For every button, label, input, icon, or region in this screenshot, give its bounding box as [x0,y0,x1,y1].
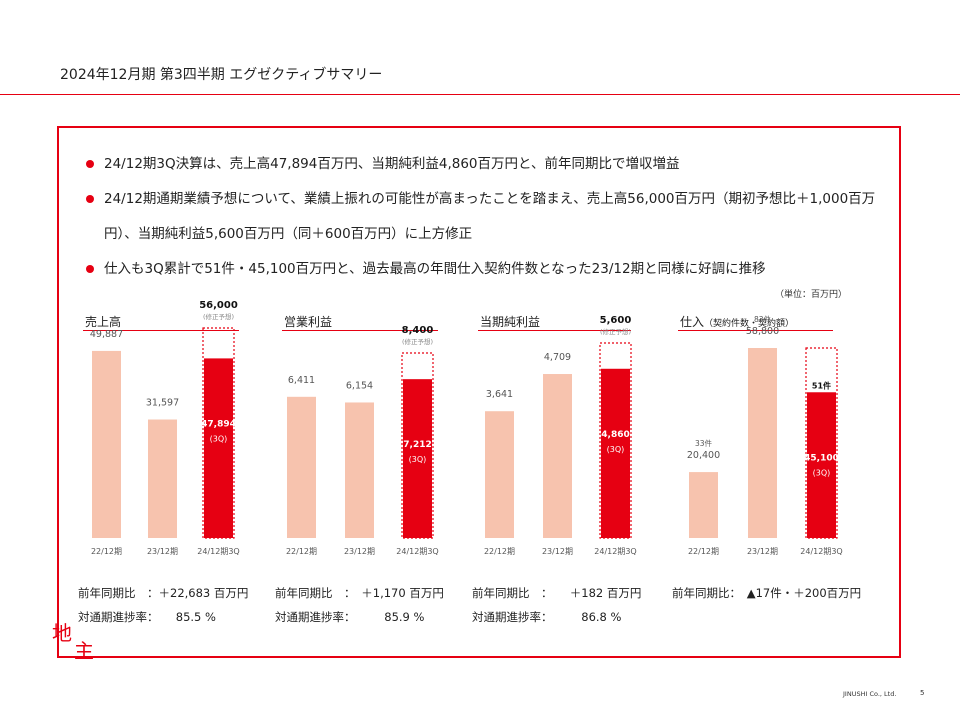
chart-title-rule [678,330,833,331]
chart-title-purchases: 仕入（契約件数・契約額） [680,313,794,330]
page-number: 5 [920,689,925,697]
category-label: 23/12期 [542,547,573,556]
bar-count-label: 83件 [754,314,772,324]
chart-title-text: 当期純利益 [480,315,541,329]
category-label: 23/12期 [147,547,178,556]
bullet-text: 24/12期3Q決算は、売上高47,894百万円、当期純利益4,860百万円と、… [104,156,680,172]
yoy-note-net: 前年同期比 ： ＋182 百万円 [472,586,642,600]
title-divider [0,94,960,95]
bullet-item: 24/12期通期業績予想について、業績上振れの可能性が高まったことを踏まえ、売上… [86,182,886,252]
bar-value-label: 47,894 [201,419,236,429]
chart-title-operating-income: 営業利益 [284,313,332,330]
forecast-value-label: 56,000 [199,300,238,311]
bar-value-label: 3,641 [486,389,513,400]
category-label: 22/12期 [484,547,515,556]
category-label: 22/12期 [91,547,122,556]
bullet-dot-icon [86,160,94,168]
forecast-note-label: (修正予想) [402,337,433,346]
category-label: 24/12期3Q [594,547,636,556]
category-label: 24/12期3Q [800,547,842,556]
forecast-value-label: 8,400 [402,325,434,336]
bar [485,411,514,538]
bar [748,348,777,538]
bar-value-label: 4,860 [601,430,629,440]
logo-char-1: 地 [52,621,72,645]
chart-title-rule [83,330,239,331]
chart-title-rule [478,330,631,331]
bar [601,368,630,538]
progress-note-net: 対通期進捗率： 86.8 % [472,610,622,624]
yoy-note-purchases: 前年同期比： ▲17件・＋200百万円 [672,586,862,600]
category-label: 24/12期3Q [396,547,438,556]
bullet-text: 24/12期通期業績予想について、業績上振れの可能性が高まったことを踏まえ、売上… [104,191,876,242]
bar-value-label: 6,411 [288,375,315,386]
logo-char-2: 主 [74,639,94,660]
bar [807,392,836,538]
chart-title-rule [282,330,438,331]
bullet-item: 仕入も3Q累計で51件・45,100百万円と、過去最高の年間仕入契約件数となった… [86,252,886,287]
category-label: 22/12期 [688,547,719,556]
bar-sublabel: (3Q) [409,455,427,464]
yoy-note-sales: 前年同期比 ：＋22,683 百万円 [78,586,249,600]
progress-note-operating: 対通期進捗率： 85.9 % [275,610,425,624]
bar [543,374,572,538]
bar-value-label: 4,709 [544,352,571,363]
chart-title-net-income: 当期純利益 [480,313,540,330]
bar [689,472,718,538]
bullet-dot-icon [86,265,94,273]
bar-sublabel: (3Q) [607,445,625,454]
bullet-dot-icon [86,195,94,203]
category-label: 23/12期 [344,547,375,556]
bar [287,396,316,538]
bar [204,358,233,538]
bar-value-label: 49,887 [90,329,123,340]
bar-value-label: 6,154 [346,380,373,391]
forecast-note-label: (修正予想) [203,312,234,321]
unit-label: （単位：百万円） [775,290,848,300]
chart-title-sales: 売上高 [85,313,121,330]
page-title: 2024年12月期 第3四半期 エグゼクティブサマリー [60,67,383,83]
bar-value-label: 58,800 [746,326,779,337]
bar [403,379,432,538]
forecast-note-label: (修正予想) [600,327,631,336]
category-label: 23/12期 [747,547,778,556]
bar-sublabel: (3Q) [813,468,831,477]
bullet-item: 24/12期3Q決算は、売上高47,894百万円、当期純利益4,860百万円と、… [86,147,886,182]
chart-subtitle: （契約件数・契約額） [704,319,795,329]
bar-value-label: 31,597 [146,398,179,409]
chart-title-text: 仕入 [680,315,705,329]
bar-count-label: 33件 [695,438,713,448]
bar [92,350,121,538]
bullet-text: 仕入も3Q累計で51件・45,100百万円と、過去最高の年間仕入契約件数となった… [104,261,766,277]
bar-value-label: 45,100 [804,453,839,463]
category-label: 22/12期 [286,547,317,556]
footer-company: JINUSHI Co., Ltd. [843,690,897,698]
yoy-note-operating: 前年同期比 ： ＋1,170 百万円 [275,586,444,600]
company-logo-icon: 地 主 [52,621,94,660]
bar [345,402,374,538]
category-label: 24/12期3Q [197,547,239,556]
forecast-value-label: 5,600 [600,315,632,326]
chart-title-text: 営業利益 [284,315,333,329]
progress-note-sales: 対通期進捗率： 85.5 % [78,610,216,624]
bar-value-label: 7,212 [403,440,431,450]
chart-title-text: 売上高 [85,315,122,329]
bar-sublabel: (3Q) [210,434,228,443]
bar [148,419,177,538]
summary-frame [57,126,901,658]
bar-count-label: 51件 [812,380,831,390]
bar-value-label: 20,400 [687,450,720,461]
bullet-list: 24/12期3Q決算は、売上高47,894百万円、当期純利益4,860百万円と、… [86,147,886,287]
